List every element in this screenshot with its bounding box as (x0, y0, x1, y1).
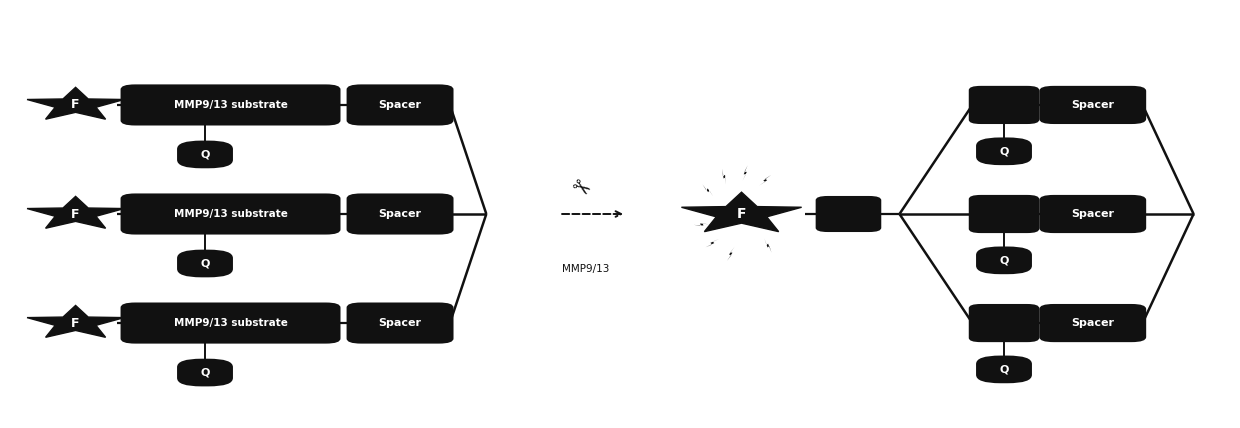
Text: MMP9/13 substrate: MMP9/13 substrate (174, 318, 288, 328)
FancyBboxPatch shape (968, 304, 1039, 342)
Polygon shape (693, 223, 711, 226)
Text: Spacer: Spacer (378, 209, 422, 219)
FancyBboxPatch shape (346, 193, 454, 235)
Text: F: F (72, 208, 79, 220)
Text: Q: Q (201, 149, 210, 160)
FancyBboxPatch shape (1039, 195, 1146, 233)
Polygon shape (706, 239, 719, 247)
Text: Spacer: Spacer (378, 100, 422, 110)
FancyBboxPatch shape (346, 303, 454, 344)
Text: Spacer: Spacer (1071, 100, 1115, 110)
FancyBboxPatch shape (120, 193, 341, 235)
Polygon shape (723, 169, 725, 185)
Text: F: F (72, 98, 79, 111)
Text: ✂: ✂ (567, 175, 593, 202)
FancyBboxPatch shape (177, 250, 233, 277)
Polygon shape (727, 247, 735, 261)
Polygon shape (759, 175, 771, 186)
FancyBboxPatch shape (346, 84, 454, 125)
FancyBboxPatch shape (1039, 304, 1146, 342)
Text: MMP9/13 substrate: MMP9/13 substrate (174, 100, 288, 110)
Text: MMP9/13: MMP9/13 (562, 264, 610, 273)
Text: Q: Q (201, 368, 210, 377)
FancyBboxPatch shape (976, 247, 1032, 274)
Polygon shape (682, 192, 801, 232)
Text: F: F (737, 207, 746, 221)
Text: MMP9/13 substrate: MMP9/13 substrate (174, 209, 288, 219)
FancyBboxPatch shape (968, 86, 1039, 124)
Text: Spacer: Spacer (378, 318, 422, 328)
Text: Q: Q (999, 146, 1008, 156)
FancyBboxPatch shape (968, 195, 1039, 233)
FancyBboxPatch shape (976, 356, 1032, 383)
FancyBboxPatch shape (1039, 86, 1146, 124)
FancyBboxPatch shape (120, 84, 341, 125)
Polygon shape (743, 165, 748, 181)
FancyBboxPatch shape (976, 137, 1032, 165)
Text: Q: Q (201, 259, 210, 268)
Polygon shape (27, 306, 124, 337)
Polygon shape (764, 238, 771, 253)
Text: Spacer: Spacer (1071, 209, 1115, 219)
Text: Q: Q (999, 364, 1008, 374)
FancyBboxPatch shape (177, 141, 233, 168)
Text: Q: Q (999, 256, 1008, 265)
Polygon shape (27, 87, 124, 119)
FancyBboxPatch shape (816, 196, 882, 232)
Polygon shape (27, 196, 124, 228)
Text: Spacer: Spacer (1071, 318, 1115, 328)
Text: F: F (72, 317, 79, 330)
Polygon shape (702, 184, 713, 196)
FancyBboxPatch shape (177, 359, 233, 386)
FancyBboxPatch shape (120, 303, 341, 344)
